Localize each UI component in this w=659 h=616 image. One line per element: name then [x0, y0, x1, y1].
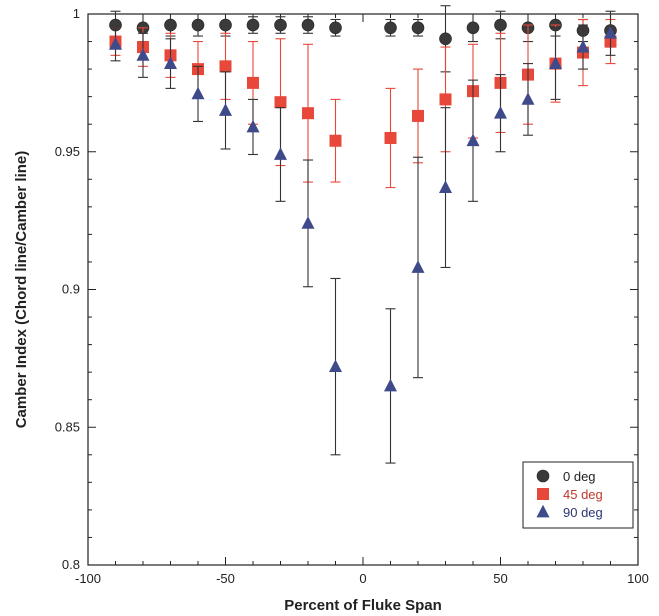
data-point-circle: [164, 18, 177, 32]
data-point-circle: [494, 18, 507, 32]
x-axis-title: Percent of Fluke Span: [284, 597, 442, 614]
x-tick-label: 50: [493, 571, 507, 586]
data-point-triangle: [246, 119, 260, 133]
data-point-triangle: [521, 92, 535, 105]
data-point-square: [274, 96, 287, 109]
data-point-square: [302, 107, 314, 120]
legend-label: 0 deg: [563, 469, 596, 484]
data-point-square: [329, 134, 342, 147]
data-point-triangle: [411, 260, 425, 273]
y-tick-label: 0.8: [62, 557, 80, 572]
data-point-circle: [191, 18, 205, 32]
legend-label: 45 deg: [563, 487, 603, 502]
data-point-circle: [246, 18, 260, 32]
x-tick-label: -100: [75, 571, 101, 586]
data-point-triangle: [191, 86, 205, 100]
x-tick-label: 0: [359, 571, 366, 586]
data-point-triangle: [549, 56, 562, 69]
data-point-square: [439, 93, 452, 106]
data-point-triangle: [466, 133, 480, 147]
data-point-circle: [466, 21, 480, 35]
y-tick-label: 0.85: [55, 419, 80, 434]
legend: 0 deg 45 deg 90 deg: [522, 461, 634, 529]
data-point-square: [412, 109, 424, 122]
data-point-triangle: [494, 105, 507, 119]
legend-marker-square: [537, 488, 549, 500]
data-point-square: [219, 60, 232, 73]
data-point-circle: [274, 18, 287, 32]
data-point-triangle: [576, 39, 590, 53]
data-point-circle: [439, 32, 452, 46]
data-point-triangle: [384, 378, 397, 392]
data-point-circle: [411, 21, 425, 35]
data-point-triangle: [164, 56, 177, 69]
legend-marker-triangle: [536, 504, 550, 518]
y-tick-label: 0.9: [62, 282, 80, 297]
y-tick-label: 1: [73, 6, 80, 21]
data-point-triangle: [274, 147, 287, 160]
data-point-triangle: [301, 216, 315, 229]
data-point-circle: [329, 21, 342, 35]
data-point-triangle: [109, 37, 122, 50]
data-point-circle: [219, 18, 232, 32]
x-tick-label: -50: [216, 571, 235, 586]
data-point-square: [247, 76, 259, 89]
legend-marker-circle: [536, 469, 550, 483]
legend-label: 90 deg: [563, 505, 603, 520]
y-tick-label: 0.95: [55, 144, 80, 159]
x-tick-label: 100: [627, 571, 649, 586]
data-point-triangle: [439, 180, 452, 193]
y-axis-title: Camber Index (Chord line/Camber line): [13, 151, 30, 429]
series-square: [109, 18, 617, 189]
data-point-circle: [301, 18, 315, 32]
data-point-triangle: [136, 48, 150, 61]
data-point-square: [384, 131, 397, 144]
series-triangle: [109, 10, 617, 464]
data-point-triangle: [604, 26, 617, 39]
data-point-circle: [384, 21, 397, 35]
plot-layer: -100 -50 0 50 100 0.8 0.85 0.9 0.95 1 0 deg 45 deg 9…: [55, 5, 649, 586]
data-point-triangle: [329, 359, 342, 373]
data-point-triangle: [219, 103, 232, 116]
